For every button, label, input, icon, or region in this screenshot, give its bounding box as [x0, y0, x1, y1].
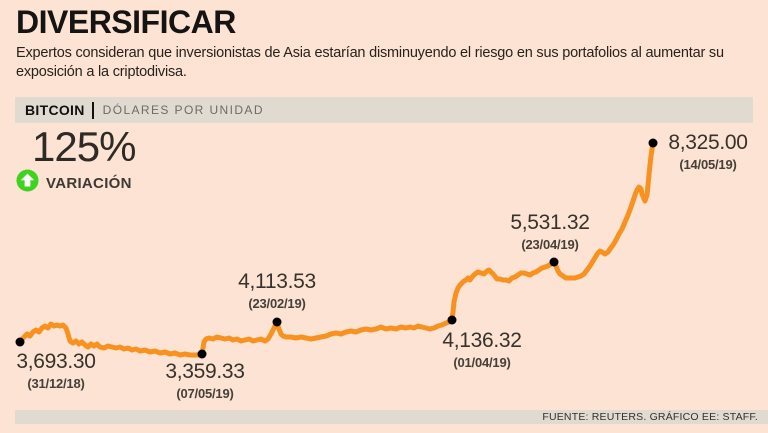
annotation-date: (31/12/18)	[27, 376, 85, 391]
annotation-value: 3,693.30	[16, 350, 96, 373]
annotation-date: (23/04/19)	[521, 237, 579, 252]
variation-percentage: 125%	[32, 123, 136, 170]
price-line	[17, 140, 656, 358]
annotation-value: 3,359.33	[165, 360, 245, 383]
annotation-value: 4,113.53	[238, 270, 316, 293]
annotation-3693: 3,693.30 (31/12/18)	[0, 350, 112, 392]
annotation-date: (01/04/19)	[453, 355, 511, 370]
data-point-dot	[549, 257, 559, 267]
data-point-dot	[648, 138, 658, 148]
data-point-dot	[447, 315, 457, 325]
annotation-date: (07/05/19)	[176, 386, 234, 401]
page-title: DIVERSIFICAR	[16, 4, 236, 40]
annotation-value: 8,325.00	[668, 131, 748, 154]
unit-label: DÓLARES POR UNIDAD	[102, 103, 264, 117]
data-point-dot	[15, 337, 25, 347]
separator-bar	[91, 101, 94, 119]
footer-strip: FUENTE: REUTERS. GRÁFICO EE: STAFF.	[15, 410, 768, 424]
data-point-dot	[272, 317, 282, 327]
annotation-4136: 4,136.32 (01/04/19)	[426, 329, 538, 371]
variation-row: VARIACIÓN	[16, 169, 132, 197]
annotation-value: 5,531.32	[510, 211, 590, 234]
annotation-3359: 3,359.33 (07/05/19)	[149, 360, 261, 402]
annotation-date: (23/02/19)	[248, 296, 306, 311]
data-point-dot	[197, 349, 207, 359]
variation-label: VARIACIÓN	[46, 174, 132, 192]
annotation-date: (14/05/19)	[679, 157, 737, 172]
chart-header-strip: BITCOIN DÓLARES POR UNIDAD	[15, 97, 753, 123]
annotation-5531: 5,531.32 (23/04/19)	[494, 211, 606, 253]
source-credit: FUENTE: REUTERS. GRÁFICO EE: STAFF.	[542, 411, 758, 423]
subtitle-text: Expertos consideran que inversionistas d…	[16, 45, 724, 80]
up-arrow-circle-icon	[16, 169, 39, 197]
annotation-value: 4,136.32	[442, 329, 522, 352]
annotation-8325: 8,325.00 (14/05/19)	[658, 131, 758, 173]
asset-label: BITCOIN	[25, 102, 85, 118]
annotation-4113: 4,113.53 (23/02/19)	[221, 270, 333, 312]
